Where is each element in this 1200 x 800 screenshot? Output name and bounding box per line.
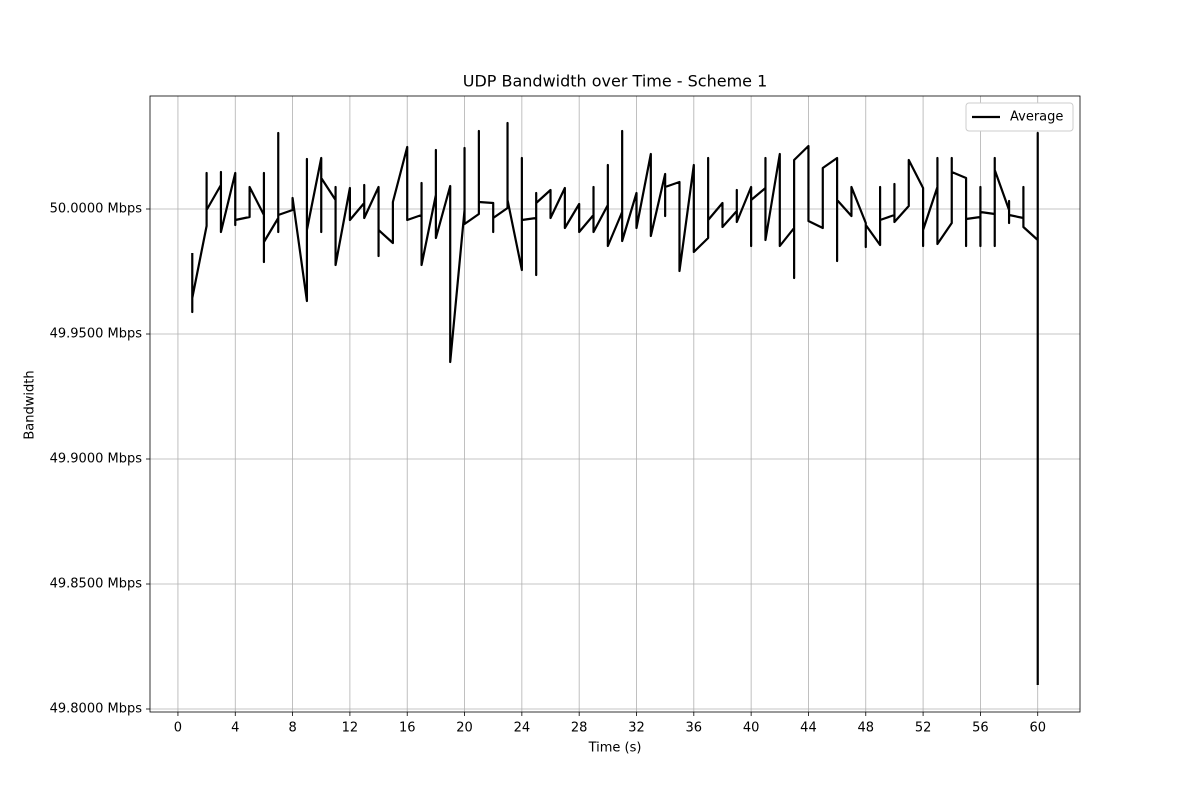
x-tick-label: 60 [1029, 721, 1046, 736]
legend-label: Average [1010, 110, 1063, 125]
y-tick-label: 49.9500 Mbps [50, 327, 143, 342]
x-tick-label: 20 [456, 721, 473, 736]
x-tick-label: 32 [628, 721, 645, 736]
x-axis-label: Time (s) [588, 741, 642, 756]
x-tick-label: 56 [972, 721, 989, 736]
legend-box [965, 102, 1074, 132]
x-tick-label: 16 [399, 721, 416, 736]
x-tick-label: 52 [915, 721, 932, 736]
plot-frame [149, 95, 1081, 713]
x-tick-label: 8 [288, 721, 296, 736]
x-tick-label: 24 [514, 721, 531, 736]
x-tick-label: 36 [686, 721, 703, 736]
x-tick-label: 0 [174, 721, 182, 736]
x-tick-label: 28 [571, 721, 588, 736]
x-tick-label: 48 [857, 721, 874, 736]
x-tick-label: 4 [231, 721, 239, 736]
x-tick-label: 44 [800, 721, 817, 736]
data-line [191, 121, 1039, 685]
y-tick-label: 50.0000 Mbps [50, 202, 143, 217]
y-tick-label: 49.8000 Mbps [50, 702, 143, 717]
y-tick-label: 49.9000 Mbps [50, 452, 143, 467]
x-tick-label: 12 [342, 721, 359, 736]
x-tick-label: 40 [743, 721, 760, 736]
y-tick-label: 49.8500 Mbps [50, 577, 143, 592]
y-axis-label: Bandwidth [23, 370, 38, 439]
chart-title: UDP Bandwidth over Time - Scheme 1 [463, 72, 768, 91]
